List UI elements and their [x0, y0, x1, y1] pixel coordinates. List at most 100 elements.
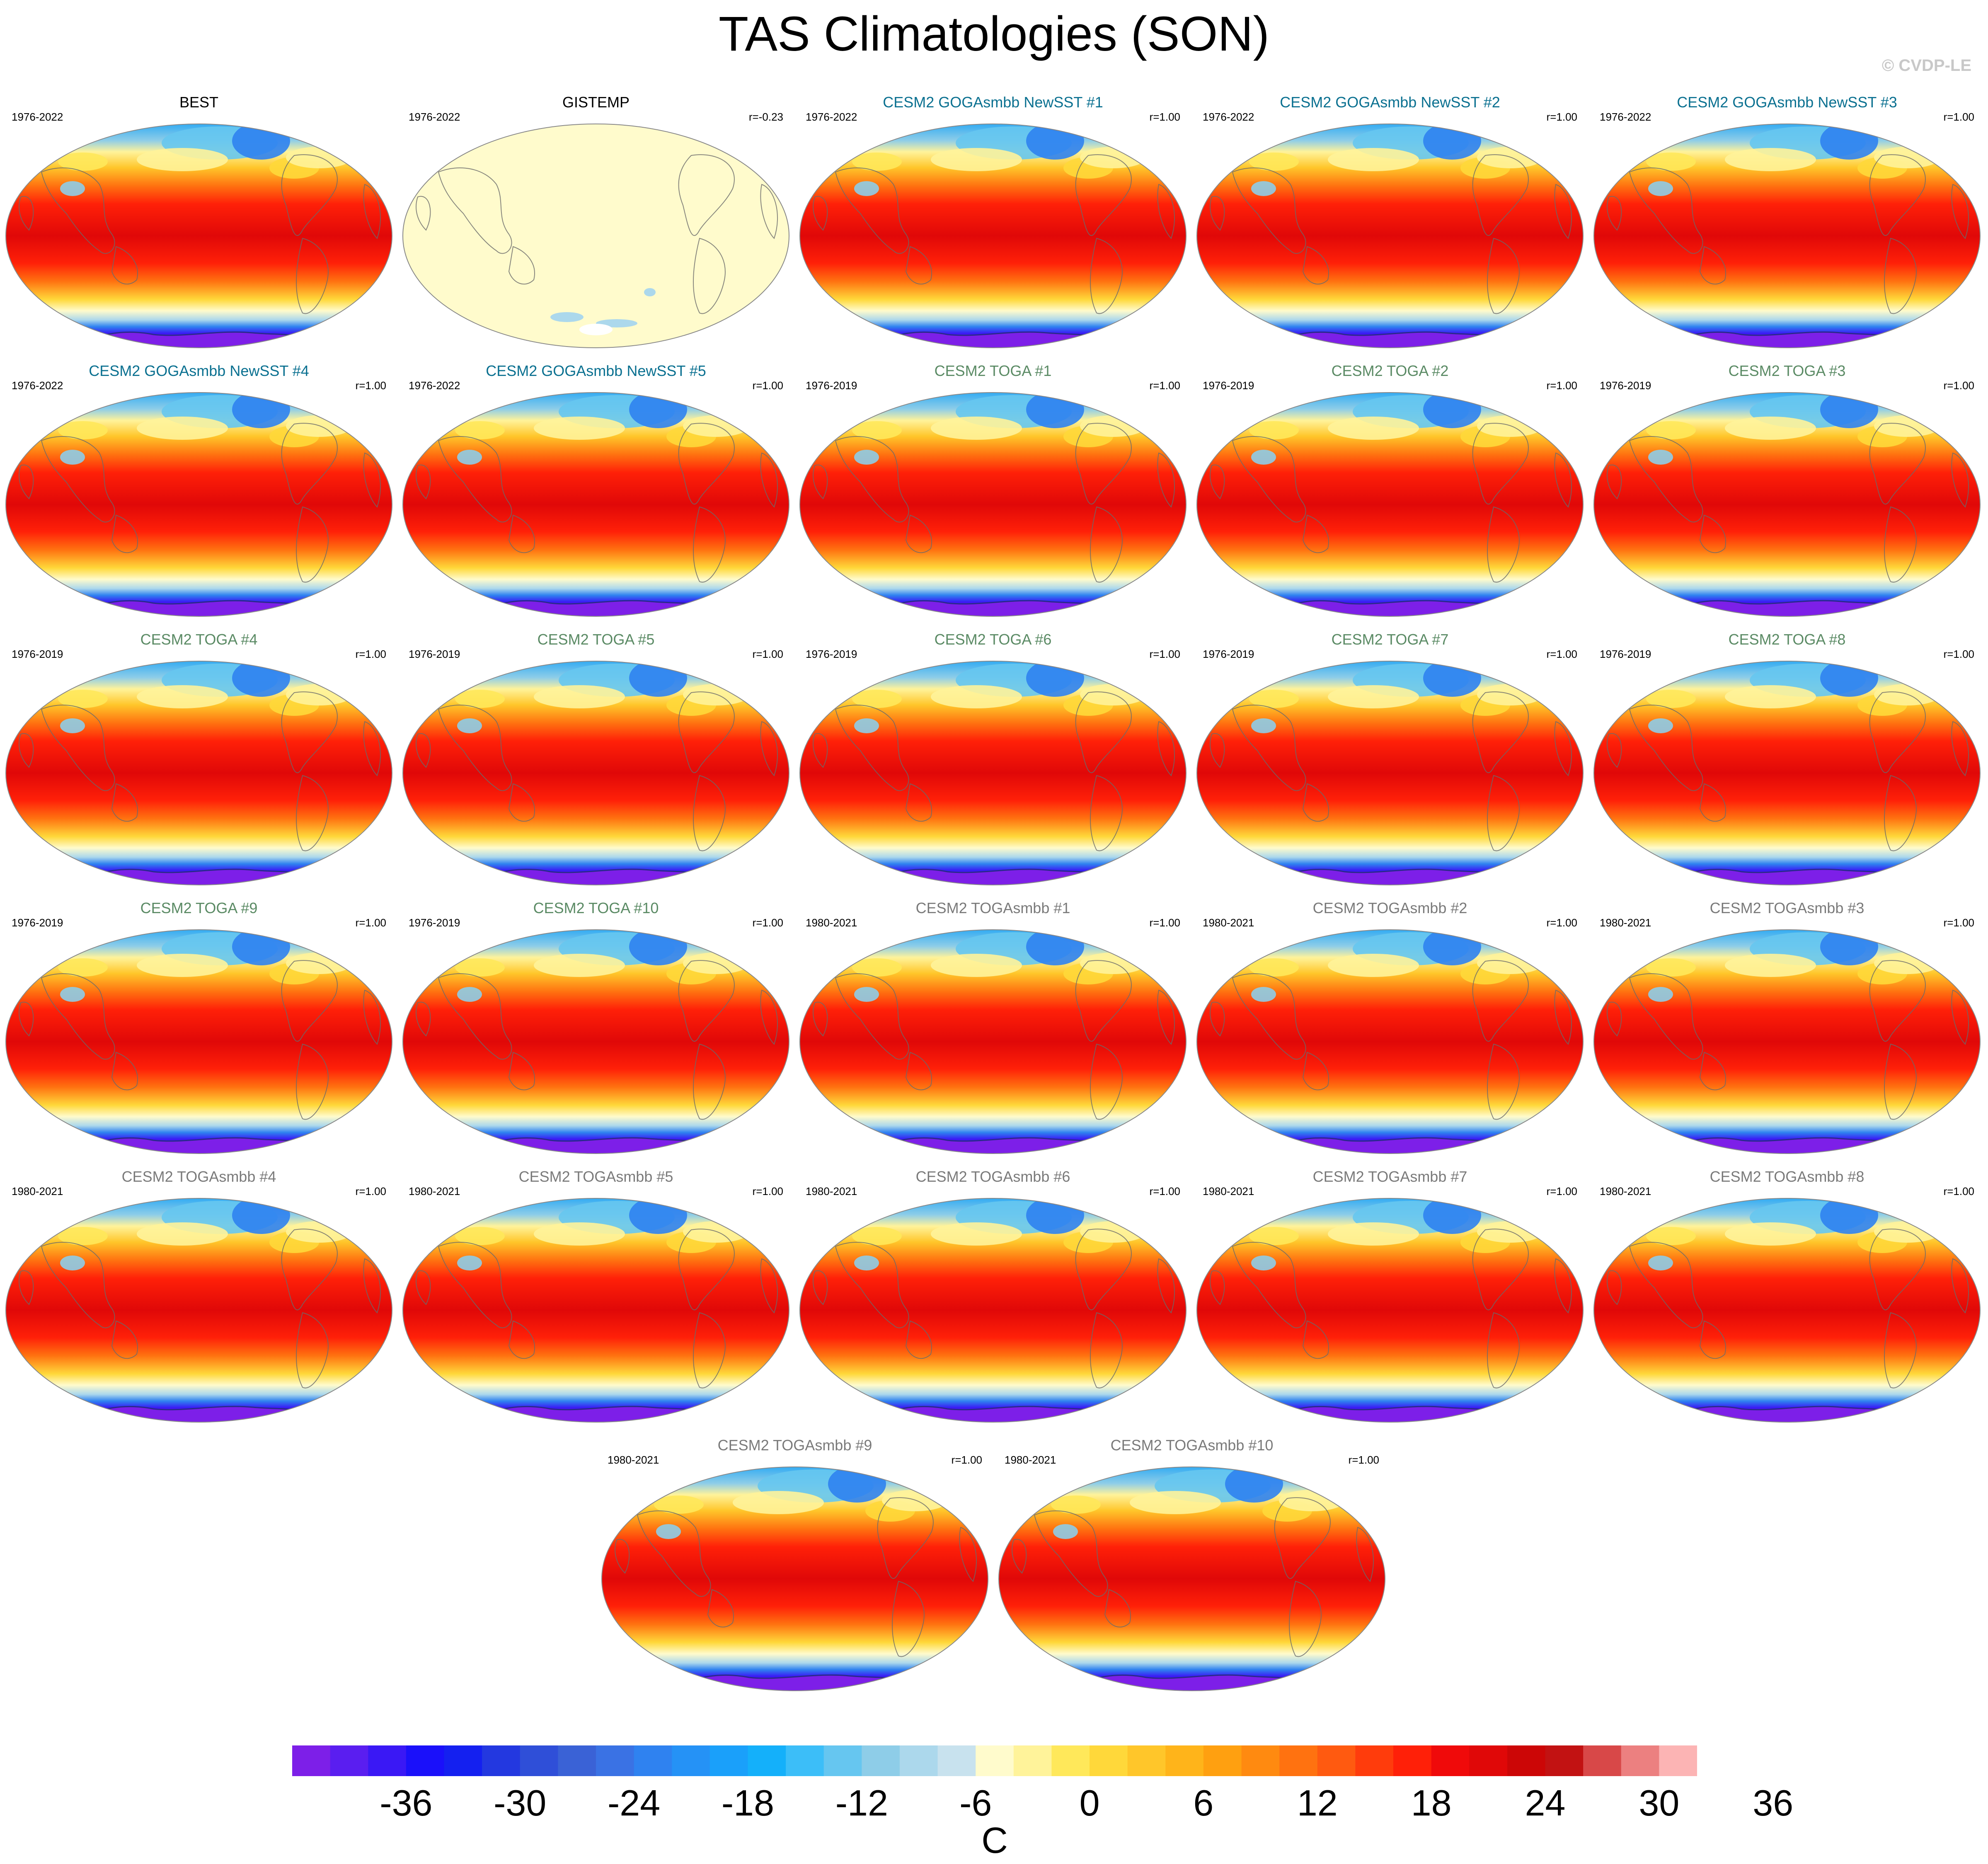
coastline: [1629, 1242, 1703, 1328]
map-region: [1648, 450, 1673, 465]
map-border: [1196, 392, 1584, 617]
world-map: [402, 124, 789, 348]
map-border: [799, 929, 1187, 1154]
panel-correlation: r=1.00: [355, 1185, 386, 1197]
coastline: [1629, 167, 1703, 254]
panel-title: CESM2 TOGAsmbb #3: [1710, 899, 1865, 916]
coastline: [19, 1001, 34, 1037]
panel-title: CESM2 TOGA #10: [533, 899, 659, 916]
colorbar-units: C: [981, 1820, 1008, 1861]
map-region: [137, 685, 228, 708]
coastline: [1232, 973, 1306, 1060]
map-panel: CESM2 TOGAsmbb #3 1980-2021 r=1.00: [1592, 899, 1982, 1156]
map-region: [232, 930, 290, 965]
map-border: [1593, 1198, 1981, 1423]
colorbar-swatch: [596, 1745, 634, 1776]
panel-years: 1976-2022: [409, 111, 460, 123]
coastline: [1869, 423, 1926, 505]
coastline: [438, 973, 512, 1060]
coastline: [760, 1258, 778, 1314]
coastline: [1104, 1589, 1131, 1628]
antarctica-region: [77, 600, 334, 616]
map-panel: CESM2 TOGA #3 1976-2019 r=1.00: [1592, 362, 1982, 619]
panel-title: CESM2 TOGA #3: [1728, 362, 1846, 379]
map-border: [1196, 661, 1584, 885]
map-region: [683, 684, 749, 705]
coastline: [1884, 506, 1917, 583]
coastline: [678, 1229, 735, 1311]
panel-years: 1980-2021: [1203, 1185, 1254, 1197]
panel-years: 1976-2022: [12, 111, 63, 123]
antarctica-region: [1665, 331, 1922, 348]
panel-title: CESM2 TOGA #5: [537, 631, 655, 648]
map-region: [457, 1256, 482, 1270]
panel-title: CESM2 TOGA #1: [934, 362, 1052, 379]
map-region: [1249, 690, 1299, 708]
world-map: [601, 1466, 988, 1691]
coastline: [1472, 1229, 1529, 1311]
panel-correlation: r=1.00: [1546, 379, 1577, 392]
map-region: [683, 415, 749, 437]
panel-correlation: r=1.00: [1546, 916, 1577, 929]
coastline: [835, 705, 909, 791]
panel-years: 1976-2019: [1600, 379, 1651, 392]
coastline: [959, 1527, 977, 1582]
map-panel: CESM2 TOGAsmbb #9 1980-2021 r=1.00: [600, 1436, 990, 1693]
coastline: [19, 464, 34, 499]
coastline: [1090, 1043, 1123, 1120]
coastline: [281, 423, 338, 505]
coastline: [296, 506, 329, 583]
map-region: [1423, 124, 1481, 160]
colorbar-swatch: [520, 1745, 558, 1776]
map-region: [457, 718, 482, 733]
coastline: [19, 196, 34, 231]
colorbar-tick-label: -12: [835, 1782, 888, 1823]
colorbar-swatch: [976, 1745, 1014, 1776]
map-region: [1874, 684, 1940, 705]
panel-title: CESM2 TOGAsmbb #8: [1710, 1168, 1865, 1185]
antarctica-region: [77, 1137, 334, 1154]
map-region: [852, 690, 902, 708]
map-panel: CESM2 TOGAsmbb #6 1980-2021 r=1.00: [798, 1168, 1188, 1425]
map-region: [1080, 684, 1146, 705]
panel-title: CESM2 GOGAsmbb NewSST #5: [486, 362, 706, 379]
panel-correlation: r=1.00: [1546, 1185, 1577, 1197]
panel-title: CESM2 GOGAsmbb NewSST #4: [89, 362, 309, 379]
map-region: [1249, 421, 1299, 439]
colorbar-tick-label: 30: [1639, 1782, 1680, 1823]
world-map: [1593, 392, 1981, 617]
panel-correlation: r=1.00: [355, 916, 386, 929]
panel-title: CESM2 TOGA #9: [140, 899, 258, 916]
panel-correlation: r=1.00: [1546, 111, 1577, 123]
antarctica-region: [1070, 1674, 1327, 1691]
panel-years: 1976-2019: [806, 648, 857, 660]
map-panel: CESM2 GOGAsmbb NewSST #2 1976-2022 r=1.00: [1195, 93, 1585, 350]
coastline: [1554, 452, 1572, 508]
panel-title: BEST: [179, 94, 219, 111]
coastline: [416, 733, 431, 768]
map-region: [1328, 954, 1419, 977]
panel-years: 1976-2019: [1600, 648, 1651, 660]
antarctica-region: [1665, 600, 1922, 616]
coastline: [892, 1580, 925, 1657]
panel-title: CESM2 GOGAsmbb NewSST #1: [883, 94, 1103, 111]
map-region: [60, 718, 85, 733]
colorbar-swatch: [937, 1745, 976, 1776]
panel-correlation: r=1.00: [355, 379, 386, 392]
panel-years: 1976-2022: [12, 379, 63, 392]
map-region: [644, 288, 656, 296]
map-panel: CESM2 TOGAsmbb #7 1980-2021 r=1.00: [1195, 1168, 1585, 1425]
coastline: [1951, 452, 1969, 508]
map-border: [799, 1198, 1187, 1423]
world-map: [402, 1198, 789, 1423]
coastline: [1607, 1270, 1622, 1305]
coastline: [111, 514, 138, 553]
coastline: [1487, 506, 1520, 583]
map-region: [455, 1227, 505, 1245]
map-region: [286, 147, 352, 168]
map-region: [1251, 1256, 1276, 1270]
coastline: [363, 184, 381, 239]
map-region: [683, 1221, 749, 1243]
colorbar-swatch: [634, 1745, 672, 1776]
coastline: [416, 196, 431, 231]
